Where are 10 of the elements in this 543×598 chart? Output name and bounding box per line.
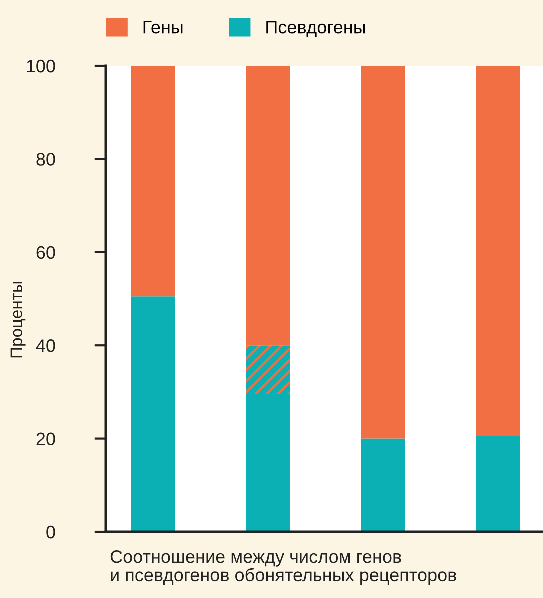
x-axis-title: Соотношение между числом генов и псевдогенов обонятельных рецепторов: [110, 550, 456, 586]
y-tick-label: 0: [46, 526, 56, 539]
y-tick-label: 40: [36, 340, 56, 352]
legend-label: Гены: [144, 21, 183, 34]
y-tick-label: 20: [36, 432, 56, 446]
y-axis-title: Проценты: [10, 282, 26, 358]
y-tick-label: 80: [36, 153, 56, 166]
y-tick-label: 100: [27, 60, 56, 73]
y-tick-label: 60: [36, 246, 56, 260]
legend-label: Псевдогены: [266, 21, 366, 38]
